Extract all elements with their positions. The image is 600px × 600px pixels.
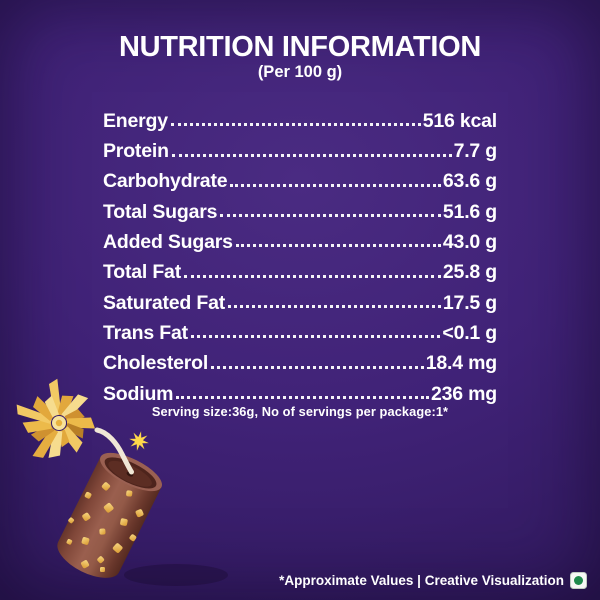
nutrition-row: Sodium 236 mg	[103, 374, 497, 404]
chocolate-firecracker-illustration	[16, 378, 228, 586]
ground-shadow	[124, 564, 228, 586]
fuse	[94, 427, 134, 475]
nutrient-value: 17.5 g	[442, 291, 497, 314]
nutrient-label: Protein	[103, 140, 169, 163]
footer-note: *Approximate Values | Creative Visualiza…	[279, 573, 564, 588]
nutrient-label: Trans Fat	[103, 321, 188, 344]
vegetarian-dot	[574, 576, 583, 585]
nutrition-row: Total Fat 25.8 g	[103, 252, 497, 284]
nutrition-table: Energy 516 kcal Protein 7.7 g Carbohydra…	[103, 101, 497, 404]
nutrition-row: Energy 516 kcal	[103, 101, 497, 131]
spark-star-icon	[129, 431, 149, 451]
nutrition-row: Added Sugars 43.0 g	[103, 222, 497, 254]
nutrient-label: Cholesterol	[103, 352, 209, 375]
vegetarian-mark-icon	[570, 572, 587, 589]
footer: *Approximate Values | Creative Visualiza…	[279, 572, 587, 589]
nutrient-value: 63.6 g	[442, 170, 497, 193]
nutrient-label: Added Sugars	[103, 231, 233, 254]
nutrition-row: Total Sugars 51.6 g	[103, 192, 497, 222]
nutrient-value: 7.7 g	[453, 140, 498, 163]
nutrition-row: Cholesterol 18.4 mg	[103, 343, 497, 375]
dot-leader	[211, 365, 424, 369]
nutrient-value: 43.0 g	[442, 231, 497, 254]
nutrient-label: Sodium	[103, 382, 174, 405]
dot-leader	[170, 123, 421, 127]
nutrition-row: Carbohydrate 63.6 g	[103, 162, 497, 192]
chocolate-stick	[57, 452, 162, 578]
serving-note: Serving size:36g, No of servings per pac…	[151, 404, 449, 419]
dot-leader	[228, 305, 441, 309]
nutrition-row: Trans Fat <0.1 g	[103, 313, 497, 343]
nutrient-label: Saturated Fat	[103, 291, 226, 314]
dot-leader	[184, 274, 441, 278]
page-title: NUTRITION INFORMATION	[118, 31, 482, 63]
dot-leader	[171, 153, 452, 157]
dot-leader	[190, 335, 441, 339]
nutrient-value: 516 kcal	[422, 109, 498, 132]
dot-leader	[176, 395, 429, 399]
nutrient-value: 25.8 g	[442, 261, 497, 284]
nutrition-row: Saturated Fat 17.5 g	[103, 283, 497, 313]
nutrient-value: 18.4 mg	[425, 352, 497, 375]
nut-chunks	[66, 482, 144, 573]
nutrient-label: Carbohydrate	[103, 170, 228, 193]
nutrient-label: Total Sugars	[103, 200, 218, 223]
nutrient-value: <0.1 g	[442, 321, 497, 344]
dot-leader	[230, 183, 441, 187]
starburst-icon	[16, 378, 95, 458]
nutrient-value: 51.6 g	[442, 200, 497, 223]
dot-leader	[220, 214, 441, 218]
nutrient-label: Energy	[103, 109, 168, 132]
nutrient-value: 236 mg	[430, 382, 497, 405]
nutrient-label: Total Fat	[103, 261, 181, 284]
per-100g-subtitle: (Per 100 g)	[257, 63, 343, 81]
nutrition-row: Protein 7.7 g	[103, 131, 498, 163]
dot-leader	[235, 244, 441, 248]
